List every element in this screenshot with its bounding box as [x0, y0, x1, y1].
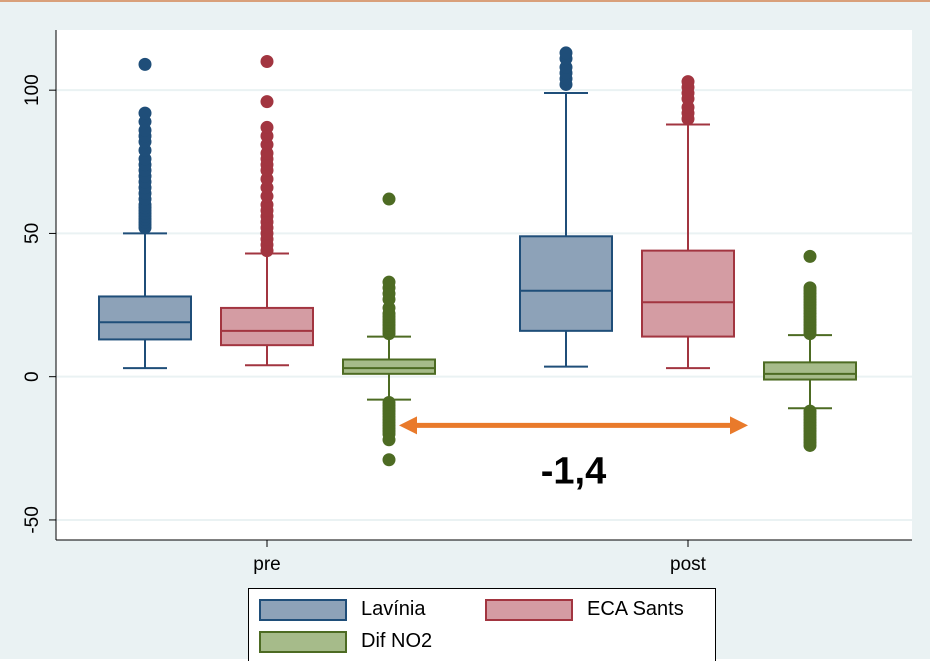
- outlier-point: [382, 275, 396, 289]
- annotation-label: -1,4: [541, 450, 606, 492]
- legend-label-lavinia: Lavínia: [361, 598, 426, 620]
- annotation-arrowhead-left: [399, 416, 417, 435]
- box-iqr: [519, 235, 613, 332]
- box-iqr: [98, 295, 192, 341]
- outlier-point: [803, 438, 817, 452]
- box-lavínia-post: [519, 46, 613, 368]
- y-tick-label: -50: [22, 506, 43, 533]
- annotation-arrowhead-right: [730, 416, 748, 435]
- y-tick-label: 50: [22, 223, 43, 244]
- legend-swatch-eca-sants: [485, 598, 573, 621]
- plot-area: [56, 30, 912, 540]
- outlier-point: [803, 281, 817, 295]
- legend-swatch-dif-no2: [259, 630, 347, 653]
- legend-label-eca-sants: ECA Sants: [587, 598, 684, 620]
- outlier-point: [803, 249, 817, 263]
- box-iqr: [342, 358, 436, 375]
- outlier-point: [260, 120, 274, 134]
- outlier-point: [138, 106, 152, 120]
- legend-swatch-lavinia: [259, 598, 347, 621]
- legend-item-eca-sants: ECA Sants: [485, 598, 684, 621]
- annotation: -1,4: [399, 416, 748, 492]
- outlier-point: [260, 95, 274, 109]
- boxes: [98, 46, 857, 467]
- box-dif-no2-post: [763, 249, 857, 452]
- y-tick-label: 100: [22, 74, 43, 106]
- outlier-point: [559, 46, 573, 60]
- outlier-point: [260, 55, 274, 69]
- outlier-point: [382, 192, 396, 206]
- legend-item-lavinia: Lavínia: [259, 598, 426, 621]
- x-tick-label-pre: pre: [253, 554, 280, 575]
- box-eca-sants-post: [641, 75, 735, 370]
- outlier-point: [382, 433, 396, 447]
- legend: Lavínia ECA Sants Dif NO2: [248, 588, 716, 661]
- outlier-point: [681, 75, 695, 89]
- box-eca-sants-pre: [220, 55, 314, 367]
- box-iqr: [641, 249, 735, 338]
- box-iqr: [763, 361, 857, 381]
- legend-item-dif-no2: Dif NO2: [259, 630, 432, 653]
- box-dif-no2-pre: [342, 192, 436, 467]
- box-iqr: [220, 306, 314, 347]
- y-tick-label: 0: [22, 371, 43, 382]
- outlier-point: [382, 453, 396, 467]
- box-lavínia-pre: [98, 57, 192, 370]
- x-tick-label-post: post: [670, 554, 707, 575]
- legend-label-dif-no2: Dif NO2: [361, 630, 433, 652]
- outlier-point: [138, 57, 152, 71]
- axes: -50 0 50 100 pre post: [22, 30, 912, 575]
